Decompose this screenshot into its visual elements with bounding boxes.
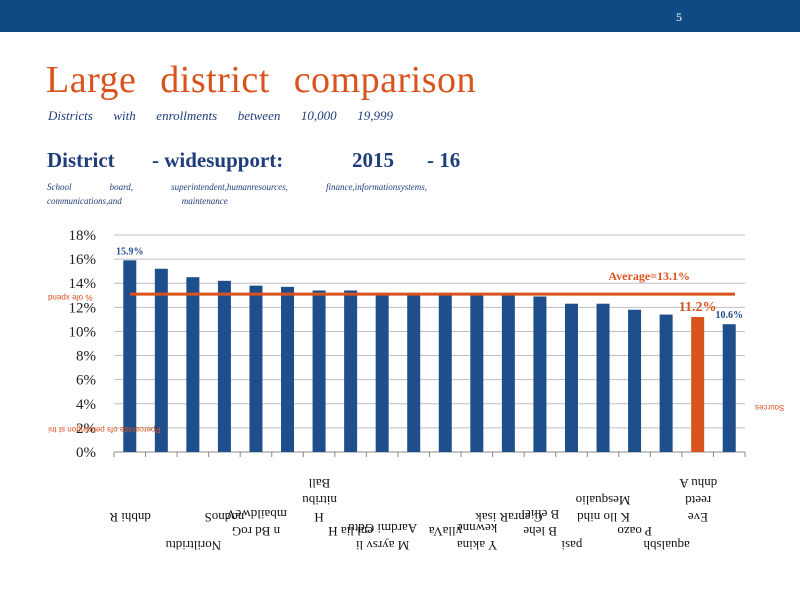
subtitle-word: between [237, 108, 281, 123]
category-label: M ayrsv li [355, 538, 409, 553]
bar [344, 290, 358, 452]
category-label: Aardmi Gdtu [348, 521, 417, 536]
category-label: Ball [308, 476, 330, 491]
slide-title: Large district comparison [46, 58, 476, 102]
scope-word: communications,and [47, 196, 122, 206]
category-label: mbaildweV [226, 507, 287, 522]
left-margin-label: Ppercentde ofs pendingon st tni [48, 425, 161, 434]
category-label: H [314, 510, 323, 525]
category-label: nitribu [302, 493, 337, 508]
y-tick-label: 0% [76, 445, 96, 461]
y-tick-label: 10% [69, 324, 97, 340]
bar [722, 324, 736, 452]
category-label: nodnoS [205, 510, 245, 525]
category-label: C enraR isak [475, 510, 543, 525]
subtitle-word: Districts [48, 108, 93, 123]
y-tick-label: 18% [69, 228, 97, 244]
title-word: comparison [293, 59, 476, 101]
subtitle-word: enrollments [156, 108, 218, 123]
category-label: P oazo [617, 524, 652, 539]
right-margin-label: Sources [755, 403, 784, 412]
category-label: reetd [685, 493, 711, 508]
category-label: dnhu A [679, 476, 718, 491]
scope-word: maintenance [181, 196, 228, 206]
bar [123, 260, 137, 452]
scope-word: School [47, 182, 72, 192]
bar [281, 286, 295, 452]
bar [249, 285, 263, 452]
scope-note: School board, superintendent,humanresour… [47, 180, 427, 208]
y-tick-label: 12% [69, 300, 97, 316]
data-label: 15.9% [116, 246, 144, 257]
title-word: Large [46, 59, 137, 101]
section-part: District [47, 148, 115, 172]
category-label: B lehe [523, 524, 557, 539]
scope-word: board, [109, 182, 133, 192]
y-tick-label: 4% [76, 397, 96, 413]
scope-word: superintendent,humanresources, [171, 182, 288, 192]
y-tick-label: 16% [69, 252, 97, 268]
category-label: kewnne [457, 521, 498, 536]
left-margin-label: % ofe xpend [48, 293, 92, 302]
y-tick-label: 2% [76, 421, 96, 437]
category-label: pasi [561, 538, 582, 553]
subtitle-word: with [113, 108, 136, 123]
category-label: dnbhi R [109, 510, 151, 525]
title-word: district [160, 59, 270, 101]
y-tick-label: 8% [76, 349, 96, 365]
bar [438, 292, 452, 452]
bar [659, 314, 673, 452]
section-heading: District - widesupport: 2015 - 16 [47, 148, 462, 176]
y-tick-label: 14% [69, 276, 97, 292]
category-label: Noriltridtu [165, 538, 221, 553]
bar [217, 280, 231, 452]
section-part: - widesupport: [152, 148, 284, 172]
bar [501, 295, 515, 452]
bar [564, 303, 578, 452]
section-part: 2015 [352, 148, 394, 172]
category-label: yllaVa [429, 524, 462, 539]
section-part: - 16 [427, 148, 461, 172]
category-label: Y akina [457, 538, 498, 553]
bar [533, 296, 547, 452]
category-label: K llo nihd [577, 510, 630, 525]
bar [596, 303, 610, 452]
page-number: 5 [676, 10, 682, 24]
category-label: B elliel [521, 507, 559, 522]
bar [628, 309, 642, 452]
slide-subtitle: Districts with enrollments between 10,00… [48, 108, 393, 124]
bar [186, 277, 200, 452]
bar [470, 294, 484, 452]
subtitle-word: 10,000 [300, 108, 337, 123]
subtitle-word: 19,999 [357, 108, 393, 123]
data-label: 10.6% [715, 310, 743, 321]
bar [154, 268, 168, 452]
scope-word: finance,informationsystems, [325, 182, 427, 192]
bar [375, 292, 389, 452]
bar [312, 290, 326, 452]
category-label: aqualsbh [643, 538, 690, 553]
bar [407, 292, 421, 452]
y-tick-label: 6% [76, 373, 96, 389]
category-label: n Bd roG [232, 524, 280, 539]
bar [691, 316, 705, 452]
header-bar: 5 [0, 0, 800, 32]
category-label: enl lia H [328, 524, 373, 539]
data-label: 11.2% [679, 300, 717, 315]
category-label: Eve [688, 510, 708, 525]
category-label: Mesqualio [576, 493, 631, 508]
average-label: Average=13.1% [608, 269, 690, 283]
bar-chart: 0% 2% 4% 6% 8% 10% 12% 14% 16% 18% Average=13.1% 15… [48, 228, 784, 553]
